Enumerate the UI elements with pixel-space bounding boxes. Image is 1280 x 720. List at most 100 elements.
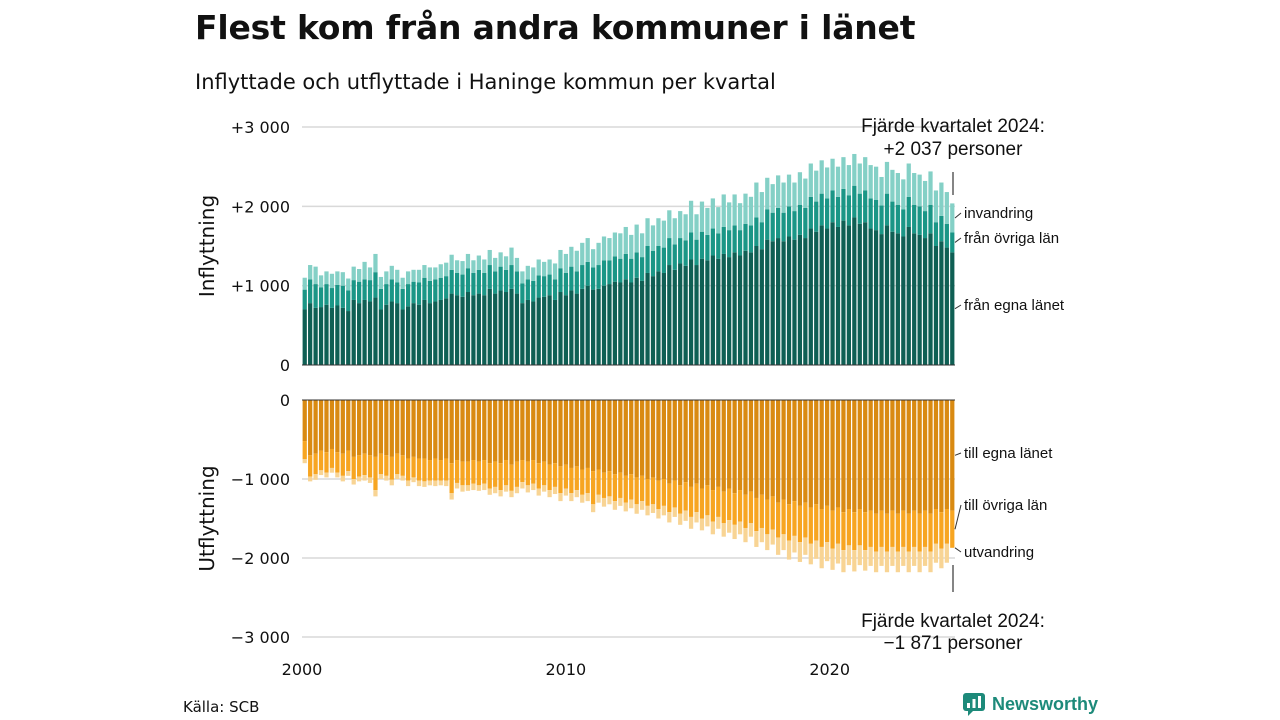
bar-out_own (531, 400, 536, 461)
bar-out_own (580, 400, 585, 470)
bar-in_immig (373, 253, 378, 273)
bar-in_own (699, 258, 705, 365)
bar-out_other (678, 485, 683, 514)
bar-in_other (552, 279, 558, 300)
bar-out_own (694, 400, 699, 484)
bar-in_other (623, 253, 628, 280)
bar-in_other (444, 276, 449, 299)
bar-out_own (308, 400, 313, 456)
bar-in_immig (765, 177, 770, 210)
label-leader (954, 547, 962, 553)
bar-in_other (476, 269, 481, 294)
bar-in_own (694, 265, 699, 365)
bar-out_own (460, 400, 465, 462)
bar-out_other (351, 456, 356, 479)
bar-out_own (340, 400, 345, 454)
migration-chart: 0 +1 000 +2 000 +3 000 0 −1 000 −2 000 −3 000 In… (195, 116, 1065, 679)
bar-out_other (884, 513, 890, 552)
bar-out_other (558, 466, 563, 494)
bar-out_other (808, 507, 813, 544)
bar-out_emig (737, 521, 743, 535)
bar-in_immig (890, 169, 895, 202)
bar-out_own (389, 400, 394, 457)
bar-out_other (389, 456, 394, 480)
bar-in_other (933, 222, 939, 246)
bar-in_own (601, 285, 607, 365)
bar-out_own (699, 400, 705, 489)
bar-in_own (503, 292, 509, 365)
bar-in_own (362, 299, 367, 365)
bar-out_own (438, 400, 443, 461)
bar-in_immig (884, 161, 890, 194)
bar-in_other (389, 279, 394, 302)
bar-in_own (476, 293, 481, 365)
bar-out_emig (694, 512, 699, 523)
bar-out_emig (471, 483, 476, 491)
bar-in_immig (748, 196, 754, 226)
bar-in_other (411, 281, 416, 304)
bar-out_own (792, 400, 797, 502)
bar-in_immig (552, 263, 558, 280)
bar-out_other (743, 494, 748, 528)
bar-out_other (710, 490, 715, 522)
bar-in_own (373, 297, 378, 365)
bar-out_emig (618, 497, 623, 506)
bar-out_emig (672, 507, 677, 517)
bar-out_own (710, 400, 715, 491)
bar-out_emig (351, 479, 356, 485)
bar-in_own (912, 233, 917, 365)
bar-out_own (629, 400, 634, 475)
bar-in_own (574, 293, 579, 365)
bar-out_other (721, 491, 726, 524)
bar-out_own (346, 400, 351, 451)
bar-in_own (863, 222, 868, 365)
series-label: till övriga län (964, 497, 1047, 514)
bar-in_immig (585, 238, 590, 262)
bar-out_other (400, 455, 405, 476)
bar-in_other (569, 266, 574, 291)
bar-in_own (667, 265, 672, 365)
bar-out_emig (580, 494, 585, 503)
bar-in_own (520, 303, 525, 365)
bar-in_own (427, 303, 433, 365)
bar-in_own (933, 246, 939, 365)
bar-in_other (901, 209, 906, 237)
bar-in_other (384, 284, 389, 305)
bar-in_immig (688, 200, 694, 233)
bar-in_other (716, 233, 721, 259)
bar-in_other (906, 196, 911, 227)
bar-in_other (895, 204, 900, 234)
bar-out_emig (656, 509, 661, 519)
bar-in_immig (781, 182, 786, 213)
bar-in_other (395, 282, 400, 304)
bar-in_immig (917, 174, 922, 207)
bar-out_other (928, 513, 933, 552)
bar-out_other (367, 455, 373, 478)
bar-out_emig (732, 524, 737, 540)
bar-out_other (661, 479, 666, 506)
bar-in_immig (318, 275, 324, 288)
bar-in_own (721, 253, 726, 365)
bar-out_other (906, 513, 911, 552)
bar-in_other (699, 231, 705, 259)
bar-in_own (547, 295, 552, 365)
bar-out_other (841, 512, 846, 551)
bar-in_immig (944, 192, 949, 224)
bar-out_other (950, 510, 955, 548)
bar-in_other (422, 277, 427, 300)
bar-in_other (531, 280, 536, 302)
bar-out_own (917, 400, 922, 514)
bar-out_other (863, 512, 868, 551)
bar-in_immig (531, 267, 536, 281)
bar-in_own (542, 296, 547, 365)
brand[interactable]: Newsworthy (962, 692, 1098, 716)
bar-out_other (699, 488, 705, 519)
bar-out_own (596, 400, 601, 470)
bar-in_own (623, 279, 628, 365)
bar-in_other (759, 222, 764, 250)
bar-in_immig (378, 276, 384, 289)
bar-in_own (765, 239, 770, 365)
bar-in_other (765, 209, 770, 240)
bar-in_own (786, 236, 792, 365)
bar-in_other (683, 240, 688, 266)
